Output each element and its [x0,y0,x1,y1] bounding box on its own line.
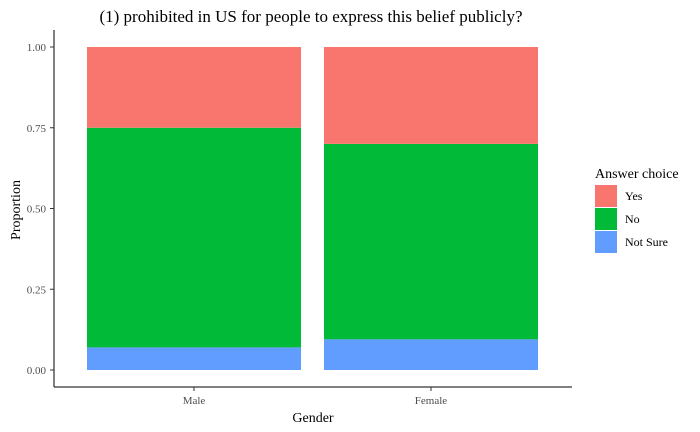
bar-male-not-sure [87,347,301,370]
legend-swatch-no [595,208,617,230]
y-axis-title: Proportion [9,180,24,240]
legend-swatch-yes [595,185,617,207]
legend-swatch-not-sure [595,231,617,253]
plot-area [87,47,538,370]
y-tick-label: 0.25 [27,284,47,296]
y-tick-label: 0.00 [27,365,47,377]
bar-female-no [324,143,538,340]
bar-female-yes [324,47,538,144]
bar-female-not-sure [324,339,538,370]
legend-label-no: No [625,212,640,226]
bar-male-no [87,127,301,348]
y-tick-label: 0.75 [27,123,47,135]
x-axis-ticks: Male Female [183,387,447,407]
legend-label-not-sure: Not Sure [625,235,668,249]
legend: Answer choice Yes No Not Sure [595,167,679,253]
chart-title: (1) prohibited in US for people to expre… [99,7,522,26]
legend-label-yes: Yes [625,189,643,203]
x-axis-title: Gender [292,411,334,426]
x-tick-label: Male [183,395,206,407]
x-tick-label: Female [415,395,447,407]
y-axis-ticks: 0.00 0.25 0.50 0.75 1.00 [27,42,54,377]
y-tick-label: 1.00 [27,42,47,54]
bar-male-yes [87,47,301,128]
y-tick-label: 0.50 [27,204,47,216]
legend-title: Answer choice [595,167,679,182]
